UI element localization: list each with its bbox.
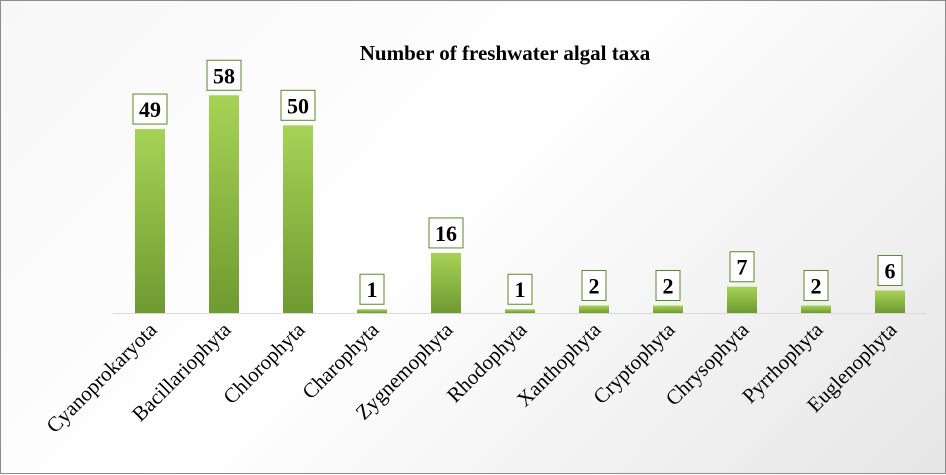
data-label-box-bacillariophyta: [206, 59, 242, 91]
data-label-chlorophyta: 50: [287, 93, 309, 118]
data-label-zygnemophyta: 16: [435, 221, 457, 246]
data-label-box-euglenophyta: [877, 254, 903, 286]
bar-bacillariophyta: [209, 95, 239, 314]
data-labels-group: 49 58 50 1 16 1 2 2 7 2 6: [132, 59, 903, 305]
data-label-box-zygnemophyta: [428, 217, 464, 249]
data-label-bacillariophyta: 58: [213, 63, 235, 88]
data-label-rhodophyta: 1: [515, 277, 526, 302]
bar-chrysophyta: [727, 286, 757, 313]
data-label-charophyta: 1: [367, 277, 378, 302]
data-label-chrysophyta: 7: [737, 255, 748, 280]
data-label-cryptophyta: 2: [663, 273, 674, 298]
data-label-box-cryptophyta: [655, 269, 681, 301]
category-label-chlorophyta: Chlorophyta: [218, 317, 310, 409]
data-label-cyanoprokaryota: 49: [139, 97, 161, 122]
bar-charophyta: [357, 309, 387, 313]
bar-pyrrhophyta: [801, 305, 831, 313]
bar-euglenophyta: [875, 290, 905, 313]
data-label-box-cyanoprokaryota: [132, 93, 168, 125]
chart-title: Number of freshwater algal taxa: [360, 41, 651, 65]
bar-cryptophyta: [653, 305, 683, 313]
data-label-xanthophyta: 2: [589, 273, 600, 298]
data-label-box-rhodophyta: [507, 273, 533, 305]
bar-chlorophyta: [283, 125, 313, 313]
data-label-box-pyrrhophyta: [803, 269, 829, 301]
data-label-box-xanthophyta: [581, 269, 607, 301]
bar-xanthophyta: [579, 305, 609, 313]
data-label-box-chrysophyta: [729, 251, 755, 283]
bar-zygnemophyta: [431, 252, 461, 313]
bar-cyanoprokaryota: [135, 129, 165, 313]
data-label-box-chlorophyta: [280, 89, 316, 121]
data-label-pyrrhophyta: 2: [811, 273, 822, 298]
data-label-euglenophyta: 6: [885, 258, 896, 283]
data-label-box-charophyta: [359, 273, 385, 305]
bars-group: [135, 95, 905, 314]
category-labels-group: CyanoprokaryotaBacillariophytaChlorophyt…: [41, 317, 902, 438]
bar-rhodophyta: [505, 309, 535, 313]
